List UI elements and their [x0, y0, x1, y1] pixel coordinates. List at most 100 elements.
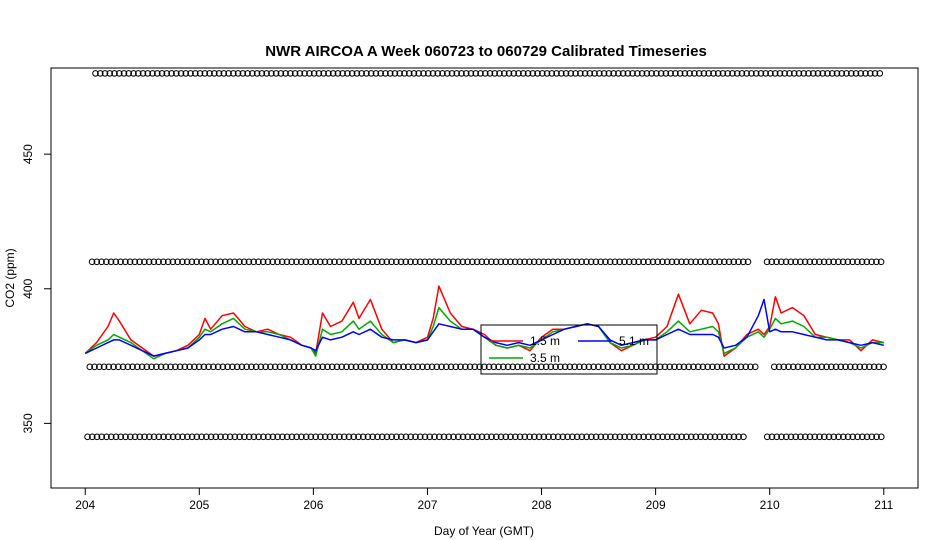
- marker-point: [91, 363, 98, 371]
- marker-point: [534, 70, 541, 77]
- marker-point: [367, 70, 375, 77]
- marker-point: [206, 70, 213, 77]
- marker-point: [771, 70, 779, 77]
- marker-point: [592, 433, 600, 441]
- marker-point: [548, 70, 556, 77]
- marker-point: [366, 363, 374, 371]
- marker-point: [635, 258, 642, 266]
- marker-point: [659, 433, 666, 441]
- marker-point: [469, 433, 476, 441]
- marker-point: [402, 433, 410, 441]
- marker-point: [473, 433, 481, 441]
- marker-point: [814, 70, 822, 77]
- marker-point: [226, 433, 234, 441]
- marker-point: [716, 258, 723, 266]
- marker-point: [610, 70, 617, 77]
- marker-point: [478, 258, 486, 266]
- marker-point: [597, 433, 605, 441]
- marker-point: [740, 433, 747, 441]
- marker-point: [858, 433, 866, 441]
- marker-point: [245, 433, 253, 441]
- marker-point: [107, 433, 115, 441]
- marker-point: [785, 363, 792, 371]
- marker-point: [739, 258, 747, 266]
- marker-point: [504, 363, 512, 371]
- marker-point: [863, 258, 871, 266]
- marker-point: [344, 70, 351, 77]
- marker-point: [374, 433, 381, 441]
- marker-point: [697, 258, 704, 266]
- marker-point: [300, 363, 307, 371]
- marker-point: [578, 258, 585, 266]
- marker-point: [488, 433, 495, 441]
- marker-point: [635, 433, 643, 441]
- marker-point: [212, 433, 220, 441]
- marker-point: [524, 70, 532, 77]
- marker-point: [269, 433, 277, 441]
- marker-point: [385, 363, 393, 371]
- marker-point: [435, 433, 443, 441]
- marker-point: [723, 363, 731, 371]
- marker-point: [573, 433, 581, 441]
- marker-point: [799, 363, 807, 371]
- marker-point: [433, 363, 441, 371]
- marker-point: [773, 433, 781, 441]
- marker-point: [685, 363, 693, 371]
- marker-point: [566, 363, 574, 371]
- marker-point: [448, 70, 456, 77]
- marker-point: [588, 433, 595, 441]
- marker-point: [590, 363, 597, 371]
- marker-point: [150, 433, 158, 441]
- marker-point: [301, 70, 308, 77]
- marker-point: [573, 258, 581, 266]
- marker-point: [577, 70, 584, 77]
- marker-point: [835, 258, 842, 266]
- marker-point: [514, 363, 521, 371]
- marker-point: [854, 258, 861, 266]
- marker-point: [616, 258, 623, 266]
- marker-point: [486, 70, 494, 77]
- marker-point: [459, 258, 467, 266]
- marker-point: [421, 258, 429, 266]
- marker-point: [607, 433, 614, 441]
- marker-point: [364, 258, 372, 266]
- marker-point: [559, 258, 566, 266]
- marker-point: [233, 363, 241, 371]
- marker-point: [172, 363, 179, 371]
- marker-point: [643, 70, 651, 77]
- marker-point: [296, 70, 304, 77]
- marker-point: [716, 433, 723, 441]
- marker-point: [392, 258, 400, 266]
- marker-point: [420, 70, 427, 77]
- marker-point: [773, 258, 780, 266]
- marker-point: [192, 70, 199, 77]
- marker-point: [383, 433, 391, 441]
- marker-point: [748, 70, 755, 77]
- marker-point: [481, 70, 489, 77]
- marker-point: [320, 70, 327, 77]
- marker-point: [95, 363, 103, 371]
- marker-point: [763, 433, 771, 441]
- marker-point: [443, 70, 451, 77]
- marker-point: [542, 363, 550, 371]
- marker-point: [129, 363, 136, 371]
- marker-point: [626, 433, 633, 441]
- marker-point: [545, 433, 552, 441]
- marker-point: [648, 70, 655, 77]
- marker-point: [830, 433, 838, 441]
- marker-point: [419, 363, 426, 371]
- marker-point: [139, 70, 147, 77]
- marker-point: [325, 70, 332, 77]
- marker-point: [333, 363, 341, 371]
- marker-point: [629, 70, 636, 77]
- marker-point: [768, 433, 776, 441]
- marker-point: [257, 363, 265, 371]
- x-axis-label: Day of Year (GMT): [434, 524, 534, 538]
- marker-point: [877, 258, 885, 266]
- x-tick-label: 211: [874, 498, 893, 512]
- marker-point: [350, 433, 357, 441]
- marker-point: [462, 70, 470, 77]
- marker-point: [558, 70, 565, 77]
- marker-point: [131, 433, 139, 441]
